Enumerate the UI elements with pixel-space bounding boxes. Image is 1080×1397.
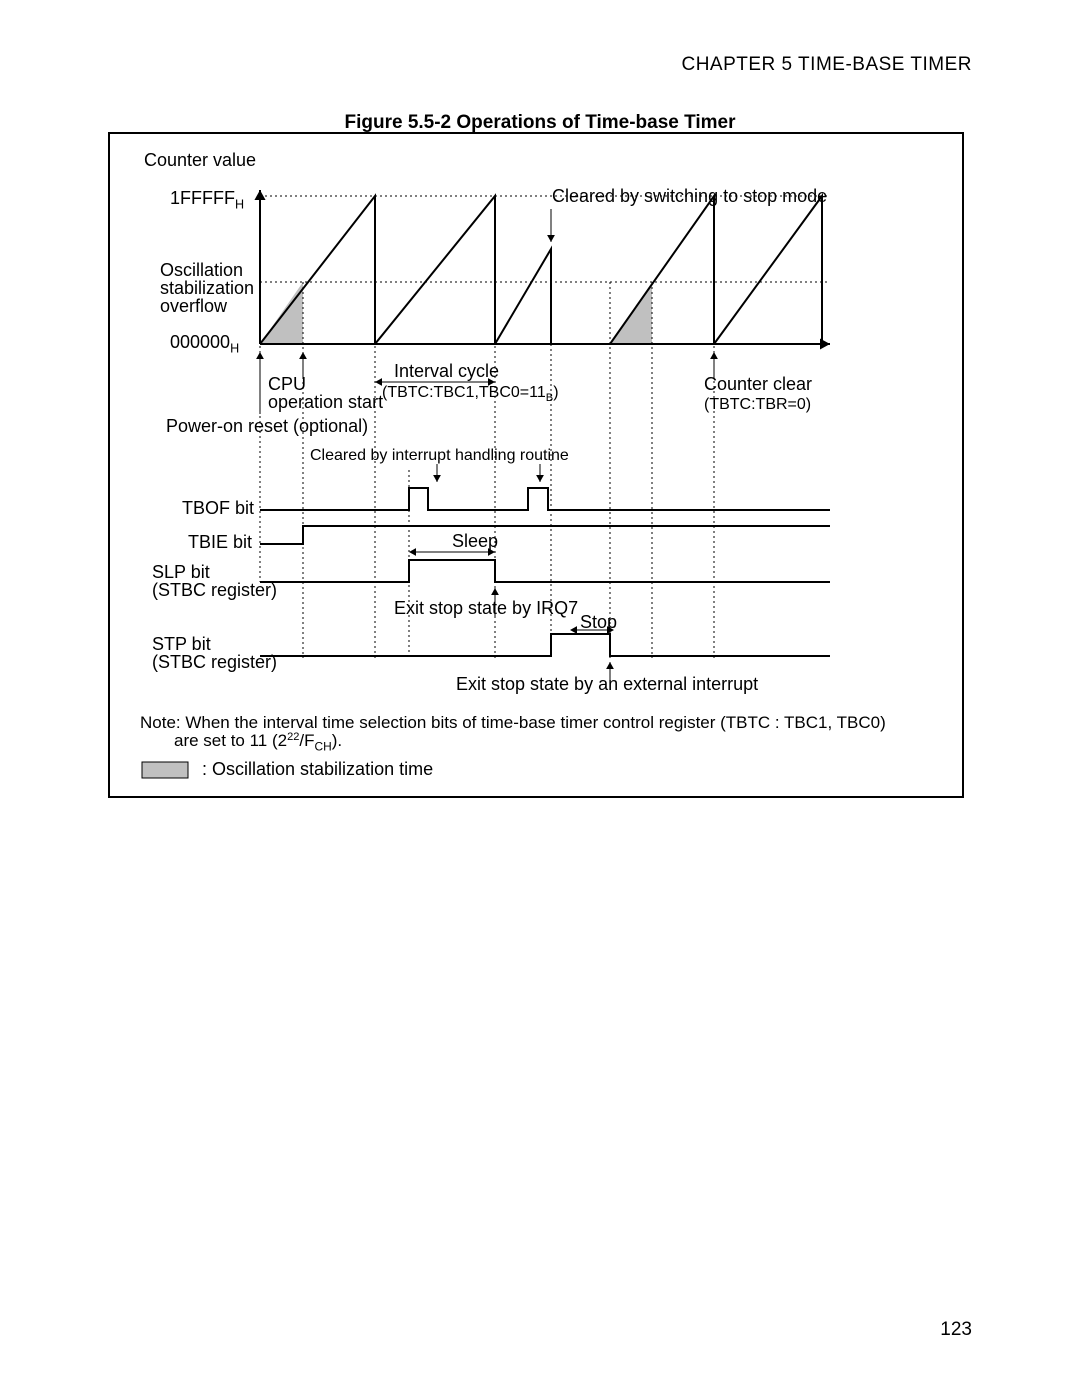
svg-text:Cleared by switching to stop m: Cleared by switching to stop mode <box>552 186 827 206</box>
svg-text:overflow: overflow <box>160 296 228 316</box>
svg-text:CPU: CPU <box>268 374 306 394</box>
svg-text:Counter value: Counter value <box>144 150 256 170</box>
svg-text:Interval cycle: Interval cycle <box>394 361 499 381</box>
svg-text:TBIE bit: TBIE bit <box>188 532 252 552</box>
svg-text:(TBTC:TBC1,TBC0=11B): (TBTC:TBC1,TBC0=11B) <box>382 384 559 404</box>
svg-text:are set to 11 (222/FCH).: are set to 11 (222/FCH). <box>174 731 342 753</box>
svg-text:Note: When the interval time s: Note: When the interval time selection b… <box>140 713 886 732</box>
svg-text:(STBC register): (STBC register) <box>152 652 277 672</box>
figure-title: Figure 5.5-2 Operations of Time-base Tim… <box>0 112 1080 134</box>
svg-text:000000H: 000000H <box>170 332 239 356</box>
figure-box: Counter value Oscillationstabilizationove… <box>108 132 964 798</box>
svg-text:Cleared by interrupt handling: Cleared by interrupt handling routine <box>310 447 569 464</box>
svg-text:Oscillation: Oscillation <box>160 260 243 280</box>
svg-text:1FFFFFH: 1FFFFFH <box>170 188 244 212</box>
svg-text:(STBC register): (STBC register) <box>152 580 277 600</box>
figure-svg: Counter value Oscillationstabilizationove… <box>110 134 962 796</box>
svg-text:: Oscillation stabilization t: : Oscillation stabilization time <box>202 759 433 779</box>
svg-text:Exit stop state by IRQ7: Exit stop state by IRQ7 <box>394 598 578 618</box>
svg-text:operation start: operation start <box>268 392 383 412</box>
svg-text:Counter clear: Counter clear <box>704 374 812 394</box>
svg-text:Exit stop state by an external: Exit stop state by an external interrupt <box>456 674 758 694</box>
svg-text:(TBTC:TBR=0): (TBTC:TBR=0) <box>704 396 811 413</box>
svg-text:stabilization: stabilization <box>160 278 254 298</box>
svg-text:TBOF bit: TBOF bit <box>182 498 254 518</box>
svg-text:SLP bit: SLP bit <box>152 562 210 582</box>
svg-text:Power-on reset (optional): Power-on reset (optional) <box>166 416 368 436</box>
chapter-heading: CHAPTER 5 TIME-BASE TIMER <box>681 54 972 76</box>
svg-text:STP bit: STP bit <box>152 634 211 654</box>
page-number: 123 <box>940 1319 972 1341</box>
svg-text:Sleep: Sleep <box>452 531 498 551</box>
